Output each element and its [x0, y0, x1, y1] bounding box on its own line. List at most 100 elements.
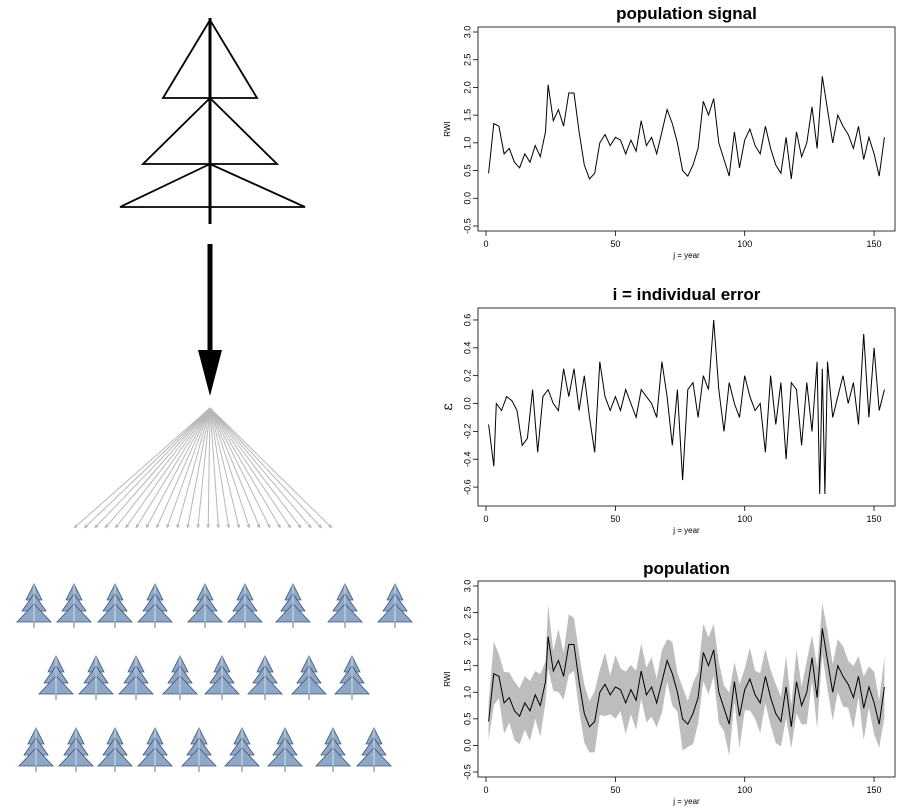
y-tick-label: 0.0	[462, 397, 472, 410]
x-axis-label: j = year	[672, 526, 700, 535]
x-tick-label: 0	[483, 514, 488, 524]
small-tree-icon	[247, 655, 283, 701]
plot-frame	[477, 307, 896, 507]
small-tree-icon	[227, 583, 263, 629]
y-axis-label: RWI	[443, 671, 452, 686]
y-tick-label: 0.6	[462, 314, 472, 327]
x-tick-label: 150	[867, 239, 882, 249]
fan-arrow	[176, 407, 211, 529]
down-arrow-icon	[198, 244, 222, 396]
y-tick-label: -0.5	[462, 218, 472, 234]
y-tick-label: -0.6	[462, 479, 472, 495]
fan-arrow	[196, 407, 211, 529]
fan-arrow	[209, 407, 333, 529]
y-tick-label: 1.0	[462, 137, 472, 150]
fan-arrow	[209, 407, 241, 529]
forest	[16, 583, 413, 773]
y-axis-label: RWI	[443, 121, 452, 136]
uncertainty-band	[488, 603, 885, 756]
x-tick-label: 100	[737, 785, 752, 795]
fan-arrow	[156, 407, 211, 529]
small-tree-icon	[97, 583, 133, 629]
small-tree-icon	[291, 655, 327, 701]
small-tree-icon	[187, 583, 223, 629]
x-tick-label: 100	[737, 514, 752, 524]
y-axis-label: ε	[440, 403, 456, 410]
series-line	[488, 628, 885, 728]
fan-arrow	[209, 407, 231, 529]
y-tick-label: 0.4	[462, 342, 472, 355]
y-tick-label: 2.5	[462, 606, 472, 619]
fan-arrow	[114, 407, 211, 529]
fan-arrow	[83, 407, 211, 529]
small-tree-icon	[118, 655, 154, 701]
small-tree-icon	[275, 583, 311, 629]
small-tree-icon	[16, 583, 52, 629]
fan-arrow	[209, 407, 221, 529]
fan-arrow	[209, 407, 323, 529]
x-axis-label: j = year	[672, 251, 700, 260]
y-tick-label: 2.0	[462, 633, 472, 646]
fan-arrow	[125, 407, 211, 529]
fan-arrow	[209, 407, 292, 529]
y-tick-label: 1.5	[462, 659, 472, 672]
small-tree-icon	[315, 727, 351, 773]
y-tick-label: 3.0	[462, 26, 472, 39]
x-tick-label: 100	[737, 239, 752, 249]
small-tree-icon	[38, 655, 74, 701]
chart-title: i = individual error	[613, 285, 761, 304]
small-tree-icon	[58, 727, 94, 773]
fan-arrow	[145, 407, 211, 529]
plot-frame	[477, 26, 896, 232]
small-tree-icon	[334, 655, 370, 701]
small-tree-icon	[137, 583, 173, 629]
y-tick-label: 0.0	[462, 192, 472, 205]
x-tick-label: 150	[867, 785, 882, 795]
y-tick-label: 0.5	[462, 164, 472, 177]
small-tree-icon	[56, 583, 92, 629]
fan-arrow	[209, 407, 261, 529]
small-tree-icon	[204, 655, 240, 701]
y-tick-label: 0.5	[462, 713, 472, 726]
x-tick-label: 0	[483, 239, 488, 249]
series-line	[488, 319, 885, 495]
x-tick-label: 150	[867, 514, 882, 524]
small-tree-icon	[327, 583, 363, 629]
fan-arrow	[209, 407, 312, 529]
small-tree-icon	[18, 727, 54, 773]
fan-arrow	[209, 407, 302, 529]
fan-arrow	[206, 407, 211, 529]
y-tick-label: 2.0	[462, 81, 472, 94]
small-tree-icon	[181, 727, 217, 773]
y-tick-label: 3.0	[462, 580, 472, 593]
small-tree-icon	[78, 655, 114, 701]
fan-arrow	[104, 407, 211, 529]
fan-arrow	[73, 407, 211, 529]
small-tree-icon	[356, 727, 392, 773]
chart-population-signal: population signal -0.5 0.0 0.5 1.0 1.5 2.0 2.5 3…	[443, 4, 896, 260]
fan-arrow	[209, 407, 271, 529]
chart-population: population -0.5 0.0 0.5 1.0 1.5 2.0 2.5 3.0 0 50 10…	[443, 559, 896, 806]
tree-outline-icon	[119, 18, 306, 224]
series-line	[488, 76, 885, 180]
chart-title: population signal	[616, 4, 757, 23]
chart-individual-error: i = individual error -0.6 -0.4 -0.2 0.0 0.2 0.…	[440, 285, 896, 535]
x-axis-label: j = year	[672, 797, 700, 806]
x-tick-label: 50	[610, 785, 620, 795]
y-tick-label: 2.5	[462, 53, 472, 66]
x-tick-label: 0	[483, 785, 488, 795]
small-tree-icon	[267, 727, 303, 773]
y-tick-label: 0.0	[462, 739, 472, 752]
fan-arrow	[94, 407, 211, 529]
fan-arrow	[135, 407, 211, 529]
small-tree-icon	[377, 583, 413, 629]
small-tree-icon	[224, 727, 260, 773]
fan-arrow	[166, 407, 211, 529]
small-tree-icon	[162, 655, 198, 701]
y-tick-label: 1.5	[462, 109, 472, 122]
y-tick-label: 1.0	[462, 686, 472, 699]
plot-frame	[477, 580, 896, 778]
y-tick-label: -0.5	[462, 764, 472, 780]
fan-arrow	[209, 407, 281, 529]
